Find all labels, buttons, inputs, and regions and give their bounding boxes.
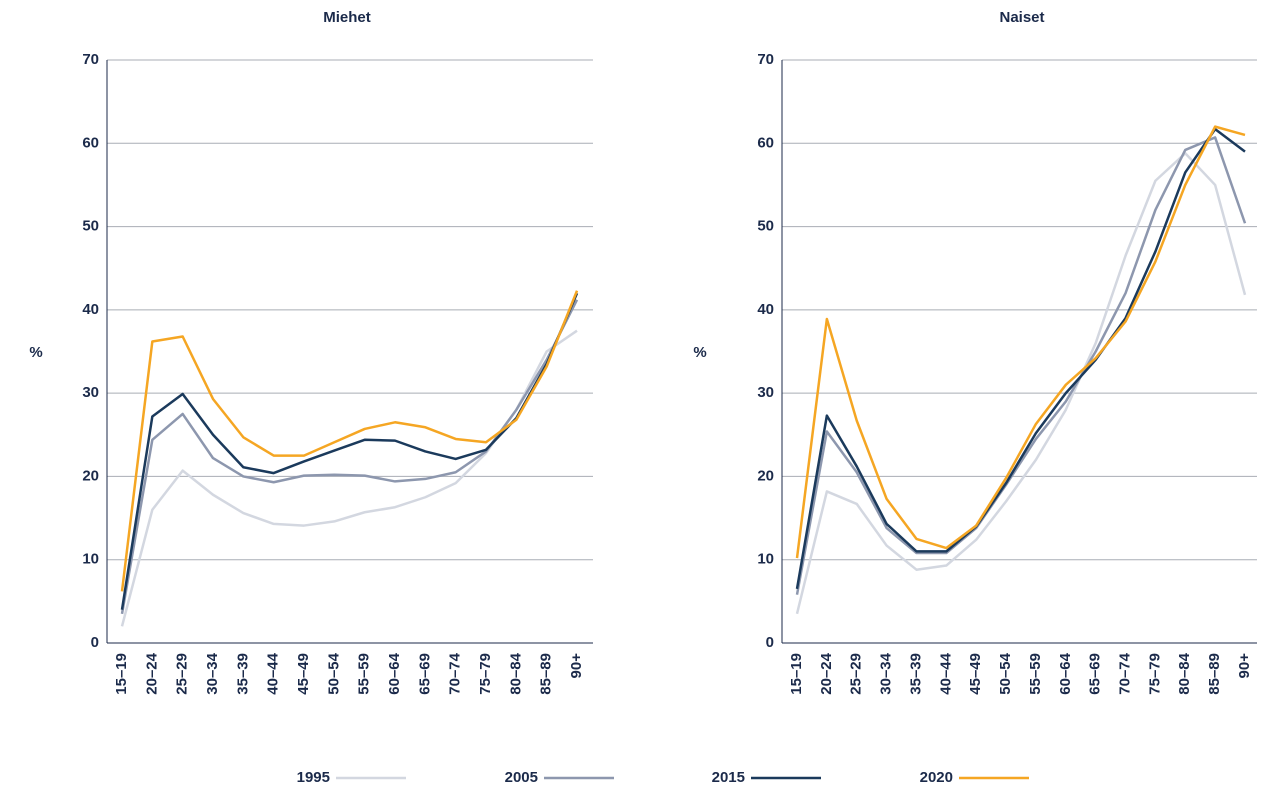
x-tick-label: 30–34: [878, 652, 895, 694]
x-tick-label: 55–59: [356, 653, 373, 695]
x-tick-label: 20–24: [818, 652, 835, 694]
x-tick-label: 80–84: [1176, 652, 1193, 694]
y-axis-label: %: [693, 344, 706, 361]
y-tick-label: 10: [757, 551, 774, 568]
x-tick-label: 65–69: [416, 653, 433, 695]
x-tick-label: 75–79: [1146, 653, 1163, 695]
y-tick-label: 20: [82, 467, 99, 484]
x-tick-label: 70–74: [447, 652, 464, 694]
y-tick-label: 60: [82, 134, 99, 151]
x-tick-label: 50–54: [325, 652, 342, 694]
y-tick-label: 0: [91, 634, 99, 651]
legend-label: 2020: [920, 769, 953, 786]
legend-label: 2005: [505, 769, 538, 786]
y-tick-label: 70: [757, 51, 774, 68]
y-tick-label: 10: [82, 551, 99, 568]
data-line: [795, 152, 1247, 615]
legend-label: 2015: [712, 769, 745, 786]
x-tick-label: 25–29: [848, 653, 865, 695]
x-tick-label: 90+: [1236, 653, 1253, 679]
y-tick-label: 60: [757, 134, 774, 151]
x-tick-label: 85–89: [1206, 653, 1223, 695]
x-tick-label: 40–44: [937, 652, 954, 694]
y-tick-label: 50: [82, 218, 99, 235]
data-line: [120, 299, 579, 615]
x-tick-label: 25–29: [174, 653, 191, 695]
y-tick-label: 20: [757, 467, 774, 484]
x-tick-label: 65–69: [1087, 653, 1104, 695]
x-tick-label: 35–39: [234, 653, 251, 695]
y-axis-label: %: [29, 344, 42, 361]
y-tick-label: 0: [766, 634, 774, 651]
x-tick-label: 90+: [568, 653, 585, 679]
y-tick-label: 50: [757, 218, 774, 235]
y-tick-label: 70: [82, 51, 99, 68]
x-tick-label: 40–44: [265, 652, 282, 694]
x-tick-label: 75–79: [477, 653, 494, 695]
x-tick-label: 30–34: [204, 652, 221, 694]
x-tick-label: 45–49: [295, 653, 312, 695]
x-tick-label: 50–54: [997, 652, 1014, 694]
x-tick-label: 70–74: [1117, 652, 1134, 694]
x-tick-label: 60–64: [1057, 652, 1074, 694]
x-tick-label: 60–64: [386, 652, 403, 694]
x-tick-label: 55–59: [1027, 653, 1044, 695]
data-line: [795, 127, 1246, 590]
x-tick-label: 35–39: [907, 653, 924, 695]
x-tick-label: 20–24: [143, 652, 160, 694]
data-line: [120, 290, 579, 592]
chart-title: Miehet: [323, 9, 371, 26]
x-tick-label: 45–49: [967, 653, 984, 695]
y-tick-label: 30: [757, 384, 774, 401]
x-tick-label: 85–89: [538, 653, 555, 695]
x-tick-label: 15–19: [788, 653, 805, 695]
data-line: [795, 125, 1246, 559]
data-line: [120, 292, 579, 610]
y-tick-label: 40: [757, 301, 774, 318]
legend-label: 1995: [297, 769, 330, 786]
data-line: [795, 136, 1247, 595]
chart-title: Naiset: [999, 9, 1044, 26]
x-tick-label: 80–84: [507, 652, 524, 694]
y-tick-label: 40: [82, 301, 99, 318]
data-line: [120, 329, 578, 627]
x-tick-label: 15–19: [113, 653, 130, 695]
y-tick-label: 30: [82, 384, 99, 401]
